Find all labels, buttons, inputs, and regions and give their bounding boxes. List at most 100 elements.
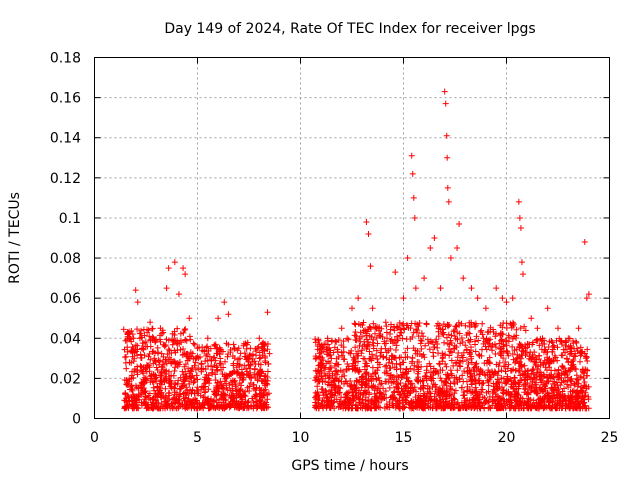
data-point bbox=[522, 386, 529, 393]
data-point bbox=[474, 391, 481, 398]
data-point bbox=[145, 362, 152, 369]
data-point bbox=[423, 393, 430, 400]
data-point bbox=[400, 295, 407, 302]
data-point bbox=[409, 354, 416, 361]
data-point bbox=[393, 366, 400, 373]
data-point bbox=[558, 352, 565, 359]
data-point bbox=[126, 397, 133, 404]
data-point bbox=[233, 404, 240, 411]
data-point bbox=[246, 365, 253, 372]
data-point bbox=[455, 319, 462, 326]
data-point bbox=[571, 353, 578, 360]
data-point bbox=[434, 344, 441, 351]
data-point bbox=[474, 295, 481, 302]
data-point bbox=[334, 346, 341, 353]
data-point bbox=[193, 405, 200, 412]
data-point bbox=[154, 366, 161, 373]
data-point bbox=[583, 353, 590, 360]
data-point bbox=[495, 368, 502, 375]
data-point bbox=[162, 395, 169, 402]
data-point bbox=[573, 376, 580, 383]
data-point bbox=[335, 354, 342, 361]
data-point bbox=[227, 403, 234, 410]
data-point bbox=[385, 359, 392, 366]
data-point bbox=[443, 363, 450, 370]
data-point bbox=[252, 393, 259, 400]
data-point bbox=[496, 359, 503, 366]
data-point bbox=[517, 342, 524, 349]
data-point bbox=[567, 382, 574, 389]
data-point bbox=[120, 326, 127, 333]
data-point bbox=[426, 390, 433, 397]
data-point bbox=[556, 402, 563, 409]
data-point bbox=[320, 392, 327, 399]
x-tick-label: 20 bbox=[498, 430, 516, 446]
data-point bbox=[464, 364, 471, 371]
data-point bbox=[418, 384, 425, 391]
data-point bbox=[150, 348, 157, 355]
data-point bbox=[146, 350, 153, 357]
data-point bbox=[527, 389, 534, 396]
data-point bbox=[574, 383, 581, 390]
data-point bbox=[257, 361, 264, 368]
data-point bbox=[496, 340, 503, 347]
data-point bbox=[537, 399, 544, 406]
data-point bbox=[327, 390, 334, 397]
data-point bbox=[154, 393, 161, 400]
data-point bbox=[149, 325, 156, 332]
data-point bbox=[462, 342, 469, 349]
data-point bbox=[138, 355, 145, 362]
data-point bbox=[451, 345, 458, 352]
data-point bbox=[408, 152, 415, 159]
data-point bbox=[180, 345, 187, 352]
data-point bbox=[175, 291, 182, 298]
data-point bbox=[314, 399, 321, 406]
data-point bbox=[330, 349, 337, 356]
data-point bbox=[505, 390, 512, 397]
data-point bbox=[410, 405, 417, 412]
data-point bbox=[472, 376, 479, 383]
data-point bbox=[445, 331, 452, 338]
data-point bbox=[438, 377, 445, 384]
data-point bbox=[371, 400, 378, 407]
data-point bbox=[246, 351, 253, 358]
data-point bbox=[163, 360, 170, 367]
data-point bbox=[233, 390, 240, 397]
data-point bbox=[369, 339, 376, 346]
data-point bbox=[431, 235, 438, 241]
data-point bbox=[158, 373, 165, 380]
data-point bbox=[338, 342, 345, 349]
data-point bbox=[416, 319, 423, 326]
data-point bbox=[209, 398, 216, 405]
data-point bbox=[145, 327, 152, 334]
data-point bbox=[134, 346, 141, 353]
data-point bbox=[240, 374, 247, 381]
data-point bbox=[573, 345, 580, 352]
data-point bbox=[240, 404, 247, 411]
data-point bbox=[498, 384, 505, 391]
data-point bbox=[141, 352, 148, 359]
data-point bbox=[573, 339, 580, 346]
data-point bbox=[392, 269, 399, 276]
data-point bbox=[413, 326, 420, 333]
data-point bbox=[450, 328, 457, 335]
data-point bbox=[177, 346, 184, 353]
data-point bbox=[516, 401, 523, 408]
data-point bbox=[498, 352, 505, 359]
data-point bbox=[485, 328, 492, 335]
data-point bbox=[459, 354, 466, 361]
data-point bbox=[390, 379, 397, 386]
data-point bbox=[200, 365, 207, 372]
data-point bbox=[448, 339, 455, 346]
data-point bbox=[542, 364, 549, 371]
data-point bbox=[363, 381, 370, 388]
data-point bbox=[356, 395, 363, 402]
data-point bbox=[471, 368, 478, 375]
x-tick-label: 5 bbox=[193, 430, 202, 446]
data-point bbox=[422, 342, 429, 349]
x-tick-label: 0 bbox=[90, 430, 99, 446]
data-point bbox=[318, 385, 325, 392]
data-point bbox=[414, 350, 421, 357]
data-point bbox=[431, 398, 438, 405]
